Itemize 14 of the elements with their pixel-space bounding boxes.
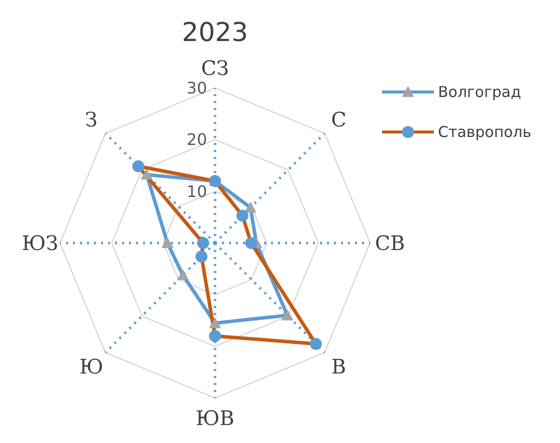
spoke-label: С: [331, 107, 346, 132]
spoke-label: ЮЗ: [22, 231, 58, 255]
spoke-label: СВ: [375, 231, 405, 255]
spoke-label: Ю: [79, 354, 104, 379]
legend-label: Волгоград: [438, 83, 522, 101]
y-tick-label: 30: [186, 78, 207, 98]
spoke-label: В: [331, 354, 346, 379]
spoke-label: ЮВ: [196, 406, 234, 430]
chart-title: 2023: [180, 18, 250, 48]
legend-label: Ставрополь: [438, 123, 532, 141]
spoke-label: СЗ: [201, 56, 229, 80]
y-tick-label: 20: [186, 130, 207, 150]
spoke-label: З: [85, 107, 98, 132]
y-tick-label: 10: [186, 182, 207, 201]
